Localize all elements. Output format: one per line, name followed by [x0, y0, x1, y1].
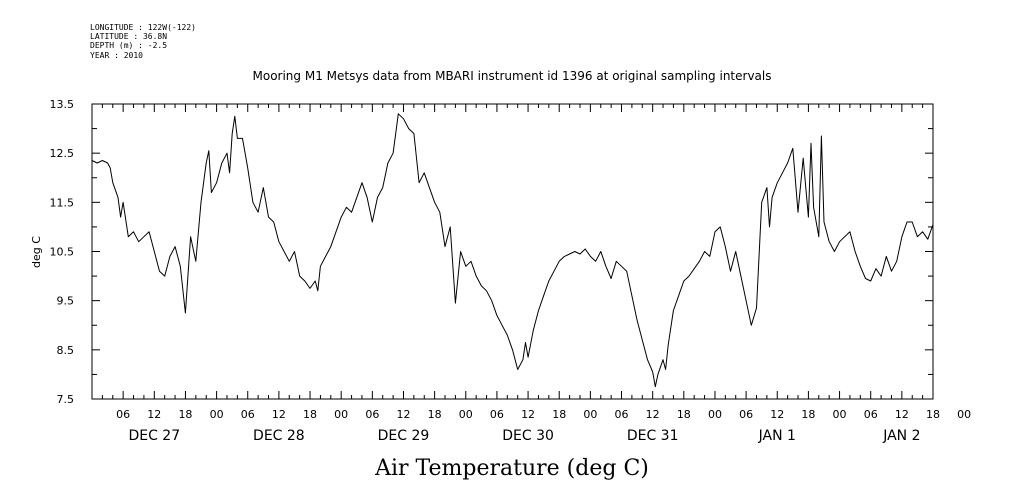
depth-text: DEPTH (m) : -2.5 — [90, 41, 167, 50]
year-text: YEAR : 2010 — [90, 51, 143, 60]
x-hour-label: 06 — [864, 408, 878, 421]
metadata-block: LONGITUDE : 122W(-122) LATITUDE : 36.8N … — [90, 23, 196, 60]
x-hour-label: 06 — [116, 408, 130, 421]
x-hour-label: 12 — [147, 408, 161, 421]
x-hour-label: 00 — [833, 408, 847, 421]
y-tick-label: 13.5 — [50, 98, 75, 111]
y-axis: 13.5 12.5 11.5 10.5 9.5 8.5 7.5 — [50, 98, 933, 406]
x-hour-label: 18 — [178, 408, 192, 421]
x-hour-label: 18 — [552, 408, 566, 421]
y-tick-label: 9.5 — [57, 295, 75, 308]
x-hour-label: 06 — [615, 408, 629, 421]
x-day-label: DEC 27 — [128, 428, 180, 444]
x-hour-label: 06 — [739, 408, 753, 421]
y-tick-label: 10.5 — [50, 246, 75, 259]
x-day-label: JAN 1 — [758, 428, 796, 444]
x-axis-label: Air Temperature (deg C) — [374, 456, 649, 481]
x-hour-label: 00 — [583, 408, 597, 421]
x-hour-label: 00 — [459, 408, 473, 421]
x-hour-label: 18 — [428, 408, 442, 421]
series-layer — [91, 113, 934, 388]
x-hour-label: 18 — [926, 408, 940, 421]
x-day-label: DEC 31 — [627, 428, 679, 444]
x-hour-label: 06 — [490, 408, 504, 421]
x-hour-label: 00 — [957, 408, 971, 421]
x-hour-label: 12 — [521, 408, 535, 421]
x-hour-label: 12 — [272, 408, 286, 421]
x-hour-label: 12 — [646, 408, 660, 421]
x-day-label: DEC 30 — [502, 428, 554, 444]
x-day-label: DEC 29 — [378, 428, 430, 444]
x-day-label: DEC 28 — [253, 428, 305, 444]
x-hour-label: 12 — [770, 408, 784, 421]
x-axis: 06 12 18 00 06 12 18 00 06 12 18 00 06 12 18 00 06 12 18 00… — [91, 104, 971, 444]
y-axis-label: deg C — [30, 236, 43, 268]
x-hour-label: 12 — [895, 408, 909, 421]
x-hour-label: 18 — [677, 408, 691, 421]
x-hour-label: 06 — [365, 408, 379, 421]
x-hour-label: 18 — [801, 408, 815, 421]
y-tick-label: 8.5 — [57, 344, 75, 357]
x-hour-label: 00 — [708, 408, 722, 421]
longitude-text: LONGITUDE : 122W(-122) — [90, 23, 196, 32]
plot-frame — [91, 103, 934, 400]
x-hour-label: 00 — [210, 408, 224, 421]
x-hour-label: 00 — [334, 408, 348, 421]
chart-title: Mooring M1 Metsys data from MBARI instru… — [253, 69, 772, 83]
x-day-label: JAN 2 — [882, 428, 920, 444]
x-hour-label: 18 — [303, 408, 317, 421]
latitude-text: LATITUDE : 36.8N — [90, 32, 167, 41]
y-tick-label: 11.5 — [50, 196, 75, 209]
y-tick-label: 7.5 — [57, 393, 75, 406]
x-hour-label: 06 — [241, 408, 255, 421]
x-hour-label: 12 — [396, 408, 410, 421]
y-tick-label: 12.5 — [50, 147, 75, 160]
series-line — [91, 113, 934, 388]
